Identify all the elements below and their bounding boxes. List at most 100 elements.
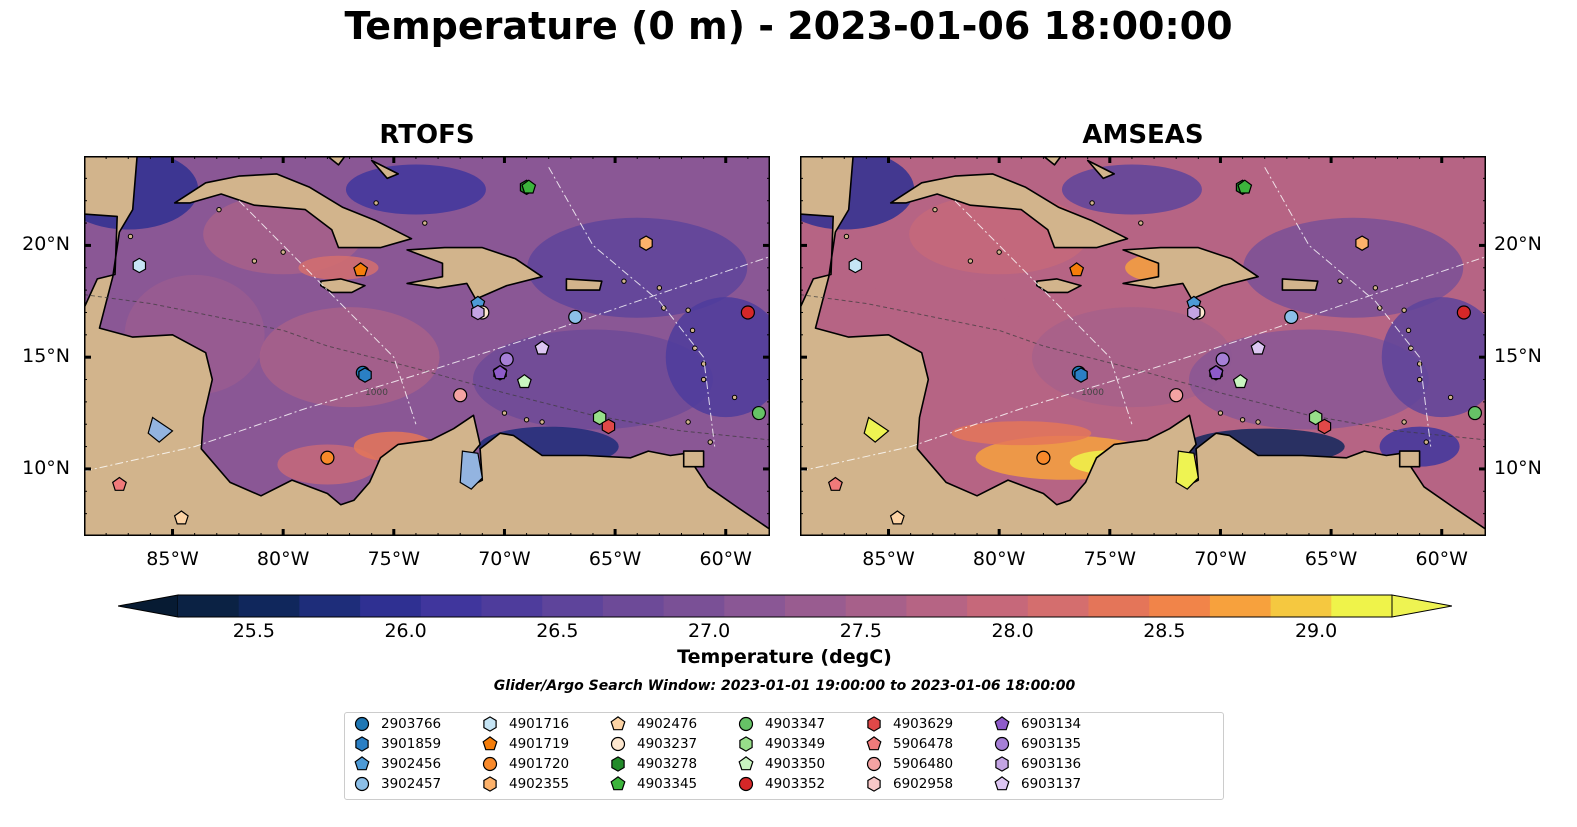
pentagon-marker-icon [994, 716, 1010, 731]
pentagon-marker-icon [738, 756, 754, 771]
legend-item-4903352: 4903352 [735, 775, 825, 793]
small-island [661, 305, 667, 311]
pentagon-marker-icon [354, 756, 370, 771]
hexagon-marker-icon [483, 716, 497, 732]
float-marker-4901716 [132, 257, 147, 274]
legend-label: 3902457 [381, 776, 442, 792]
small-island [1401, 307, 1407, 313]
land-cuba [889, 173, 1129, 249]
float-marker-6903135 [1215, 352, 1230, 367]
depth-contour-label: 1000 [1081, 388, 1104, 398]
small-island [523, 417, 530, 423]
legend-item-2903766: 2903766 [351, 715, 441, 733]
lon-tick-label: 80°W [972, 548, 1026, 570]
circle-marker-icon [354, 716, 370, 732]
small-island [1405, 327, 1412, 334]
float-marker-4903352 [740, 305, 755, 320]
colorbar-tick-label: 25.5 [232, 620, 276, 642]
legend-label: 4901719 [509, 736, 570, 752]
colorbar-tick-label: 26.0 [384, 620, 427, 642]
map-frame [84, 156, 770, 536]
hexagon-marker-icon [995, 756, 1009, 772]
colorbar-segment [906, 595, 968, 617]
float-marker-6903134 [1208, 364, 1224, 380]
temperature-colorbar [118, 594, 1452, 618]
colorbar-segment [967, 595, 1029, 617]
colorbar-segment [178, 595, 240, 617]
rtofs-panel-title: RTOFS [379, 120, 475, 150]
float-marker-3901859 [1074, 367, 1088, 383]
small-island [216, 206, 222, 213]
colorbar-title: Temperature (degC) [677, 646, 892, 668]
lon-tick-label: 70°W [478, 548, 531, 570]
temperature-patch [1243, 217, 1464, 318]
legend-label: 6902958 [893, 776, 954, 792]
colorbar-tick-label: 27.5 [839, 620, 883, 642]
legend-label: 4903237 [637, 736, 698, 752]
colorbar-segment [845, 595, 907, 617]
temperature-patch [527, 217, 748, 318]
small-island [685, 419, 691, 425]
map-frame [800, 156, 1486, 536]
small-island [251, 258, 258, 264]
float-marker-3901859 [358, 367, 372, 383]
float-marker-4903350 [1232, 373, 1248, 389]
float-marker-3902457 [568, 309, 583, 325]
circle-marker-icon [610, 736, 626, 752]
depth-contour-label: 1000 [365, 388, 388, 398]
colorbar-tick-label: 29.0 [1294, 620, 1338, 642]
small-island [1217, 410, 1224, 416]
float-marker-4903349 [592, 409, 607, 426]
colorbar-segment [299, 595, 361, 617]
legend-item-3901859: 3901859 [351, 735, 441, 753]
float-marker-4903352 [1456, 305, 1471, 320]
pentagon-marker-icon [482, 736, 498, 751]
lon-tick-label: 65°W [1304, 548, 1358, 570]
boundary-line [954, 200, 1133, 425]
land-trinidad [682, 450, 705, 468]
lon-tick-label: 80°W [256, 548, 310, 570]
float-marker-5906478 [827, 476, 843, 491]
circle-marker-icon [354, 776, 370, 792]
small-island [967, 258, 974, 264]
small-island [422, 220, 428, 226]
colorbar-tick-label: 28.5 [1143, 620, 1186, 642]
lon-tick-label: 60°W [1415, 548, 1468, 570]
small-island [1372, 285, 1379, 291]
legend-item-6903135: 6903135 [991, 735, 1081, 753]
float-marker-4903347 [1467, 405, 1483, 421]
land-central-america [800, 156, 1486, 536]
temperature-patch [1061, 164, 1202, 215]
float-marker-5906478 [111, 476, 127, 491]
lake [1175, 450, 1199, 490]
legend-item-4902476: 4902476 [607, 715, 697, 733]
colorbar-segment [1088, 595, 1150, 617]
depth-contour [84, 294, 770, 441]
float-marker-5906480 [1169, 388, 1184, 403]
colorbar-segment [1149, 595, 1211, 617]
colorbar-segment [602, 595, 665, 617]
lon-tick-label: 60°W [699, 548, 752, 570]
lake [459, 450, 483, 490]
small-island [1416, 376, 1423, 383]
land-trinidad [1398, 450, 1421, 468]
lon-tick-label: 70°W [1194, 548, 1247, 570]
legend-label: 3902456 [381, 756, 442, 772]
land-bahamas1 [326, 156, 346, 166]
colorbar-under-extension [118, 594, 179, 618]
colorbar-tick-label: 28.0 [991, 620, 1034, 642]
rtofs-temperature-map: 1000 [84, 156, 770, 536]
legend-item-6903137: 6903137 [991, 775, 1081, 793]
small-island [700, 376, 707, 383]
float-legend: 2903766 3901859 3902456 3902457 4901716 49017… [344, 712, 1224, 800]
float-marker-4903345 [521, 179, 537, 194]
legend-item-3902456: 3902456 [351, 755, 441, 773]
legend-item-6903136: 6903136 [991, 755, 1081, 773]
amseas-panel-title: AMSEAS [1082, 120, 1204, 150]
lake [863, 416, 890, 443]
legend-label: 6903135 [1021, 736, 1082, 752]
circle-marker-icon [738, 776, 754, 792]
boundary-line [800, 256, 1486, 472]
colorbar-segment [785, 595, 847, 617]
land-bahamas2 [370, 159, 400, 180]
